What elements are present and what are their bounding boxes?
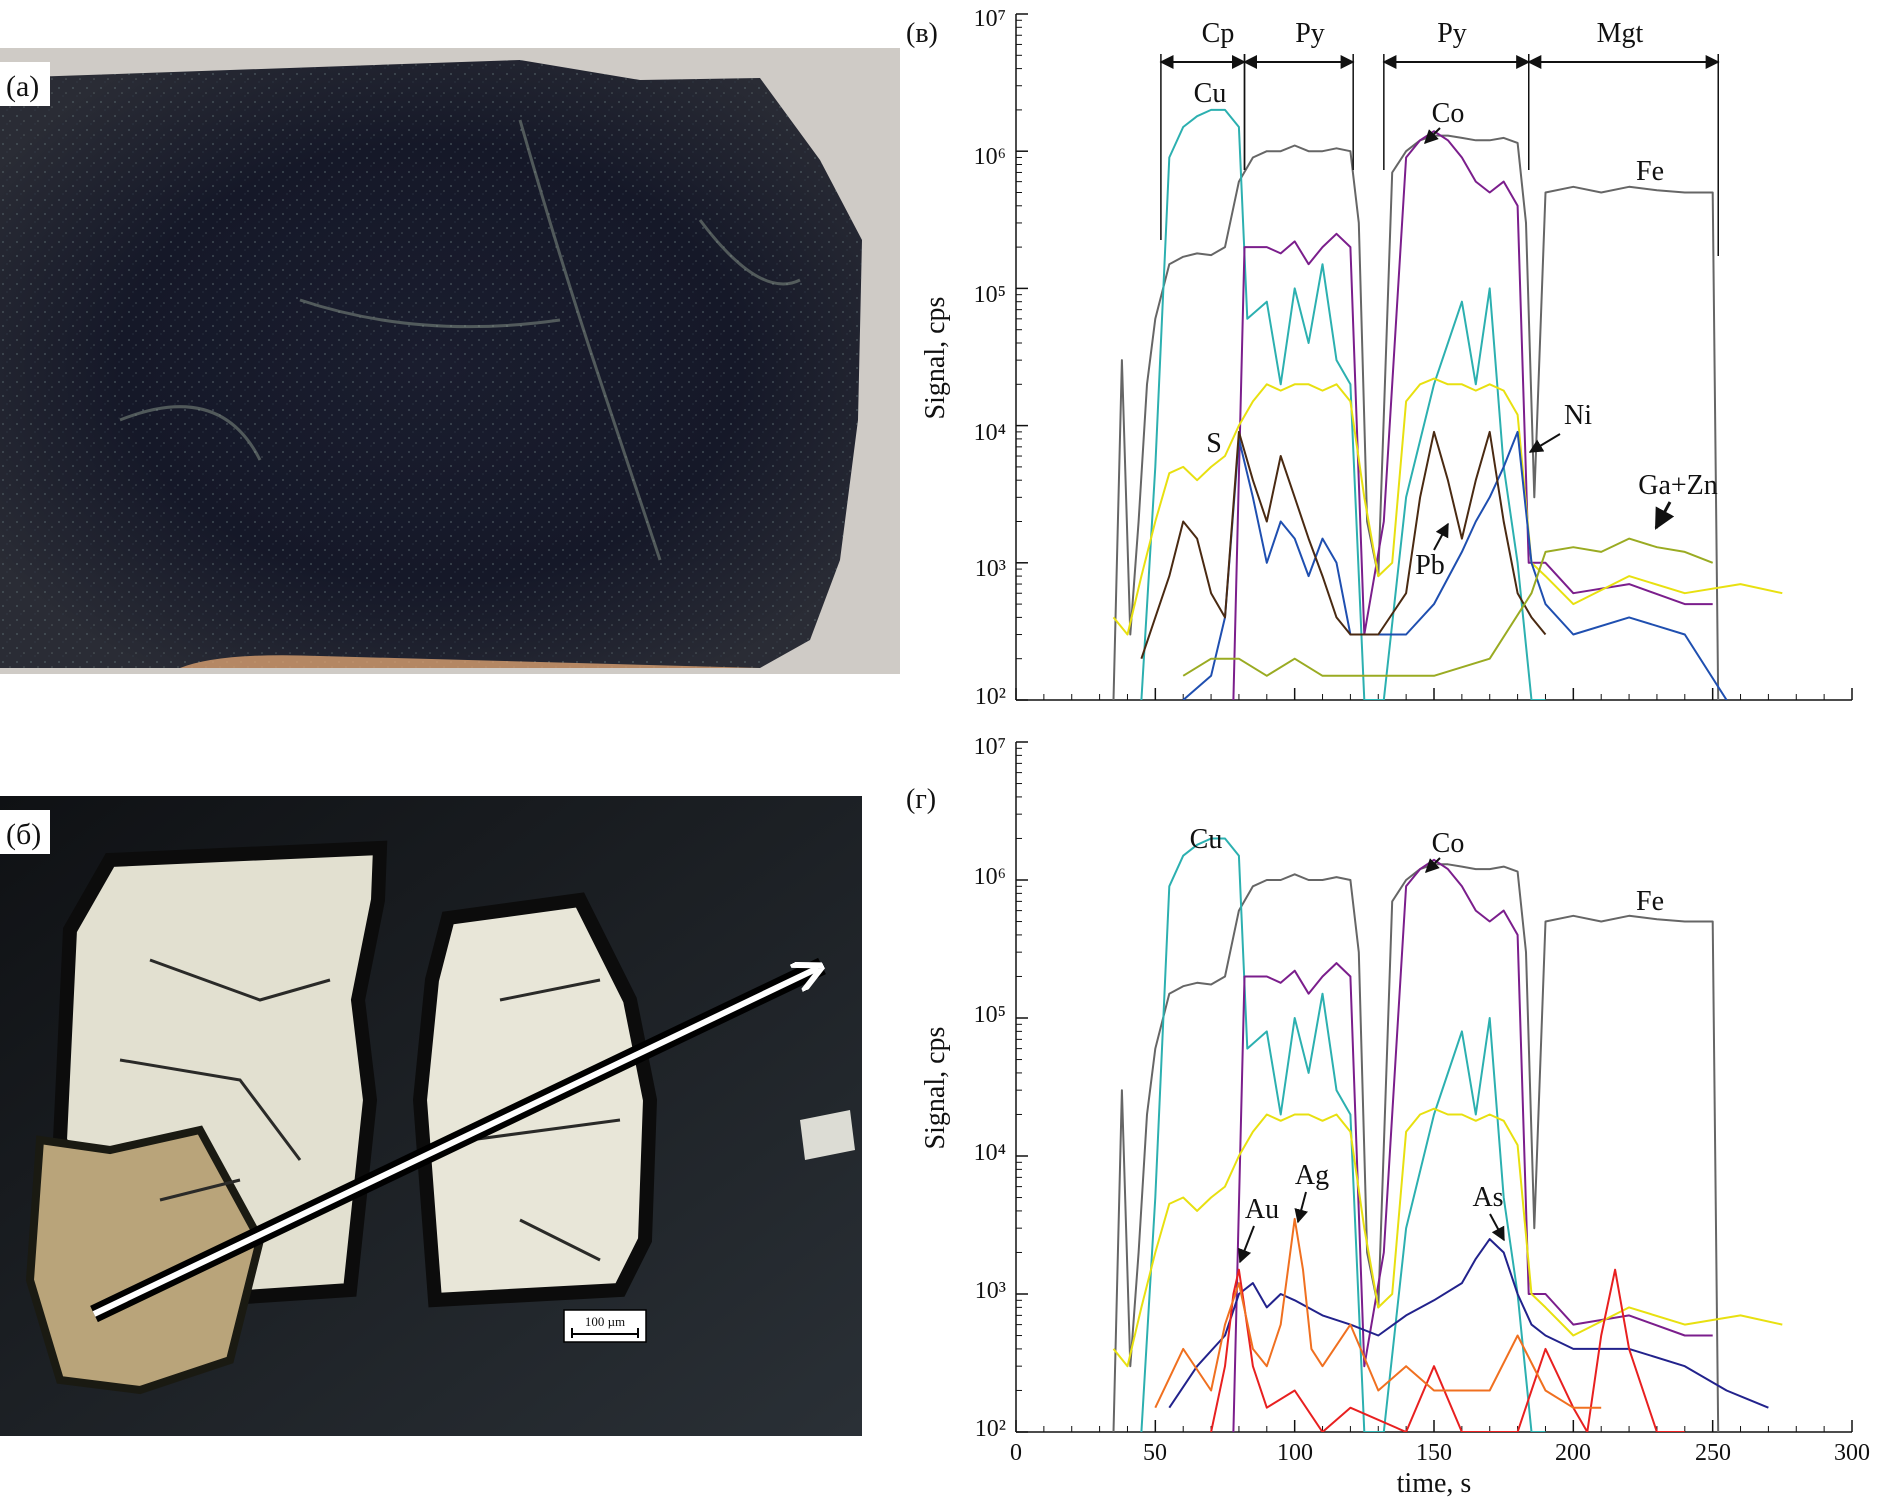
panel-b-label-box: [0, 810, 50, 854]
g-xtick-250: 250: [1695, 1440, 1731, 1466]
g-ytick-1: 10²: [975, 1416, 1006, 1442]
v-series-ga-zn: [1182, 537, 1714, 677]
v-label-cu: Cu: [1194, 78, 1227, 109]
panel-a-label-box: [0, 62, 50, 106]
v-arrow-co: [1424, 127, 1441, 144]
g-panel-label: (г): [906, 784, 936, 815]
panel-a-label: (a): [6, 70, 39, 103]
v-label-gazn: Ga+Zn: [1638, 470, 1718, 501]
micrograph-cracks: [119, 958, 621, 1262]
v-ytick-2: 10³: [975, 556, 1006, 582]
v-series-pb: [1140, 430, 1547, 660]
v-series-cu: [1140, 108, 1546, 700]
g-arrow-au: [1238, 1225, 1255, 1264]
g-series-cu: [1140, 837, 1546, 1432]
v-zone-brackets: [1159, 54, 1720, 256]
g-arrow-co: [1425, 857, 1441, 873]
g-series-ag: [1154, 1217, 1602, 1409]
rock-vein-lines: [119, 119, 801, 561]
g-series-as: [1168, 1238, 1769, 1409]
v-series-group: [1112, 108, 1783, 700]
rock-sample-texture: [0, 60, 862, 668]
v-arrow-ni: [1528, 433, 1561, 453]
v-label-pb: Pb: [1415, 550, 1445, 581]
g-ytick-6: 10⁷: [974, 734, 1006, 760]
v-ytick-5: 10⁶: [974, 144, 1006, 170]
scalebar-label: 100 µm: [585, 1314, 625, 1329]
v-ylabel: Signal, cps: [920, 297, 951, 420]
scalebar-box: [563, 1309, 647, 1343]
g-series-co: [1232, 858, 1713, 1432]
panel-b: 100 µm (б): [0, 796, 862, 1436]
g-ytick-4: 10⁵: [974, 1002, 1006, 1028]
g-ylabel: Signal, cps: [920, 1027, 951, 1150]
rock-bottom-edge: [180, 655, 760, 668]
g-label-cu: Cu: [1190, 824, 1223, 855]
g-series-fe: [1112, 863, 1720, 1432]
v-panel-label: (в): [906, 18, 938, 49]
panel-v: (в) Signal, cps 10² 10³ 10⁴ 10⁵ 10⁶ 10⁷ …: [906, 6, 1853, 710]
v-series-co: [1232, 130, 1713, 700]
g-xtick-150: 150: [1416, 1440, 1452, 1466]
g-ytick-2: 10³: [975, 1278, 1006, 1304]
v-label-fe: Fe: [1636, 156, 1664, 187]
zone-label-py-2: Py: [1437, 18, 1467, 49]
v-ytick-6: 10⁷: [974, 6, 1006, 32]
g-ytick-5: 10⁶: [974, 864, 1006, 890]
panel-b-label: (б): [6, 818, 41, 851]
laser-track-arrow: [92, 968, 818, 1317]
g-series-s: [1112, 1107, 1783, 1368]
v-series-ni: [1182, 430, 1728, 700]
v-arrow-pb: [1433, 522, 1449, 551]
g-label-as: As: [1472, 1182, 1503, 1213]
g-xtick-100: 100: [1277, 1440, 1313, 1466]
v-ytick-1: 10²: [975, 684, 1006, 710]
g-xtick-50: 50: [1143, 1440, 1167, 1466]
panel-g: (г) Signal, cps 10² 10³ 10⁴ 10⁵ 10⁶ 10⁷ …: [906, 734, 1870, 1499]
chalcopyrite-grain: [25, 1125, 265, 1395]
panel-a: (a): [0, 48, 900, 674]
v-label-ni: Ni: [1564, 400, 1592, 431]
v-ytick-3: 10⁴: [974, 420, 1006, 446]
zone-label-cp: Cp: [1202, 18, 1235, 49]
g-xlabel: time, s: [1397, 1468, 1472, 1499]
zone-label-py-1: Py: [1295, 18, 1325, 49]
g-arrow-as: [1489, 1213, 1505, 1242]
g-ytick-3: 10⁴: [974, 1140, 1006, 1166]
g-xtick-0: 0: [1010, 1440, 1022, 1466]
small-grain: [800, 1110, 855, 1160]
v-label-co: Co: [1432, 98, 1465, 129]
g-arrow-ag: [1294, 1191, 1309, 1224]
g-series-group: [1112, 837, 1783, 1432]
g-label-ag: Ag: [1295, 1160, 1329, 1191]
g-xtick-300: 300: [1834, 1440, 1870, 1466]
g-label-fe: Fe: [1636, 886, 1664, 917]
v-ytick-4: 10⁵: [974, 282, 1006, 308]
v-axis-ticks: [1015, 13, 1853, 701]
g-xtick-200: 200: [1555, 1440, 1591, 1466]
g-label-co: Co: [1432, 828, 1465, 859]
zone-label-mgt: Mgt: [1597, 18, 1644, 49]
g-label-au: Au: [1245, 1194, 1279, 1225]
v-arrow-gazn: [1654, 501, 1675, 530]
v-series-fe: [1112, 134, 1720, 700]
v-label-s: S: [1206, 428, 1222, 459]
